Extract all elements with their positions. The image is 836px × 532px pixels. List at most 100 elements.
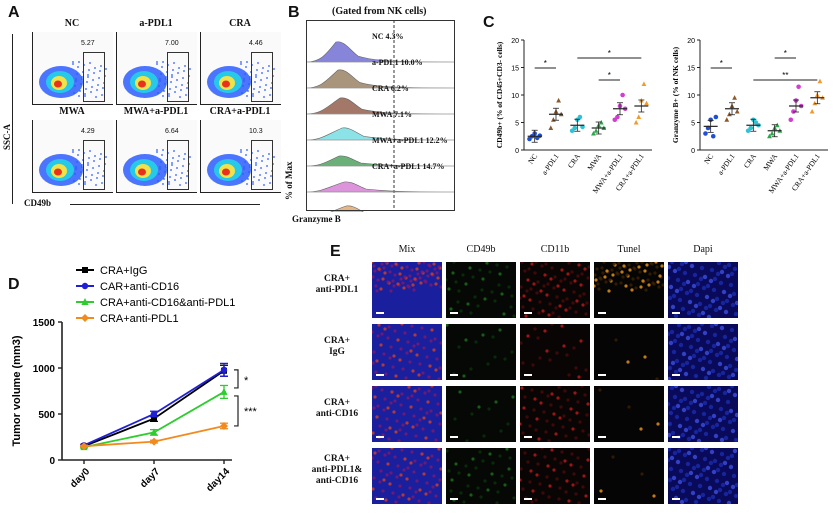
cell-dot <box>691 465 697 471</box>
cell-dot <box>560 268 564 272</box>
cell-dot <box>385 417 389 421</box>
cell-dot <box>419 463 423 467</box>
cell-dot <box>393 329 397 333</box>
cell-dot <box>404 432 408 436</box>
cell-dot <box>646 278 650 282</box>
cell-dot <box>727 293 733 299</box>
density-dot <box>245 154 247 156</box>
cell-dot <box>689 333 695 339</box>
cell-dot <box>540 448 544 450</box>
cell-dot <box>521 487 525 491</box>
cell-dot <box>561 299 565 303</box>
cell-dot <box>725 399 731 405</box>
gate-value: 4.29 <box>81 128 95 135</box>
cell-dot <box>728 338 734 344</box>
cell-dot <box>425 481 429 485</box>
cell-dot <box>718 406 724 412</box>
density-dot <box>240 63 242 65</box>
histogram-label: CRA+a-PDL1 14.7% <box>372 162 445 171</box>
density-dot <box>160 73 162 75</box>
density-dot <box>84 93 86 95</box>
cell-dot <box>726 500 732 504</box>
density-dot <box>259 86 261 88</box>
cell-dot <box>628 268 632 272</box>
cell-dot <box>728 408 734 414</box>
density-dot <box>84 181 86 183</box>
cell-dot <box>682 326 688 332</box>
density-dot <box>72 63 74 65</box>
density-dot <box>189 68 191 70</box>
density-dot <box>81 166 83 168</box>
cell-dot <box>692 328 698 334</box>
cell-dot <box>605 269 609 273</box>
flow-density <box>39 61 107 98</box>
y-axis-label: Granzyme B+ (% of NK cells) <box>671 46 680 143</box>
cell-dot <box>387 325 391 329</box>
cell-dot <box>703 375 709 380</box>
density-dot <box>79 90 81 92</box>
cell-dot <box>631 277 635 281</box>
cell-dot <box>433 393 437 397</box>
cell-dot <box>624 284 628 288</box>
cell-dot <box>596 282 600 286</box>
microscopy-tile <box>372 262 442 318</box>
density-core <box>222 80 230 88</box>
cell-dot <box>403 457 407 461</box>
cell-dot <box>406 466 410 470</box>
density-dot <box>173 62 175 64</box>
density-dot <box>158 173 160 175</box>
cell-dot <box>651 281 655 285</box>
cell-dot <box>565 353 569 357</box>
density-dot <box>159 166 161 168</box>
cell-dot <box>584 368 588 372</box>
cell-dot <box>416 398 420 402</box>
cell-dot <box>427 389 431 393</box>
data-point <box>591 130 596 136</box>
data-point <box>551 117 556 122</box>
data-point <box>641 81 647 86</box>
density-dot <box>159 80 161 82</box>
density-dot <box>175 86 177 88</box>
cell-dot <box>527 267 531 271</box>
cell-dot <box>641 279 645 283</box>
density-dot <box>178 67 180 69</box>
density-dot <box>183 70 185 72</box>
density-dot <box>243 168 245 170</box>
cell-dot <box>701 467 707 473</box>
cell-dot <box>520 285 523 289</box>
cell-dot <box>436 458 440 462</box>
cell-dot <box>520 341 523 345</box>
cell-dot <box>536 336 540 340</box>
cell-dot <box>551 423 555 427</box>
cell-dot <box>548 358 552 362</box>
data-point <box>748 125 754 131</box>
cell-dot <box>391 365 395 369</box>
cell-dot <box>702 274 708 280</box>
cell-dot <box>403 331 407 335</box>
density-dot <box>247 178 249 180</box>
cell-dot <box>531 363 535 367</box>
data-point <box>615 114 620 120</box>
cell-dot <box>571 427 575 431</box>
cell-dot <box>434 494 438 498</box>
cell-dot <box>405 351 409 355</box>
cell-dot <box>643 355 647 359</box>
cell-dot <box>629 283 633 287</box>
cell-dot <box>493 355 497 359</box>
cell-dot <box>532 282 536 286</box>
gate-box <box>167 52 189 102</box>
density-dot <box>94 67 96 69</box>
x-tick-label: day14 <box>204 466 232 494</box>
cell-dot <box>523 269 527 273</box>
cell-dot <box>693 303 699 309</box>
y-tick-label: 20 <box>511 38 519 45</box>
cell-dot <box>733 437 738 442</box>
cell-dot <box>620 270 624 274</box>
cell-dot <box>677 479 683 485</box>
cell-dot <box>511 395 515 399</box>
cell-dot <box>680 488 686 494</box>
density-dot <box>164 171 166 173</box>
scale-bar <box>672 498 680 500</box>
cell-dot <box>422 262 426 264</box>
cell-dot <box>604 280 608 284</box>
